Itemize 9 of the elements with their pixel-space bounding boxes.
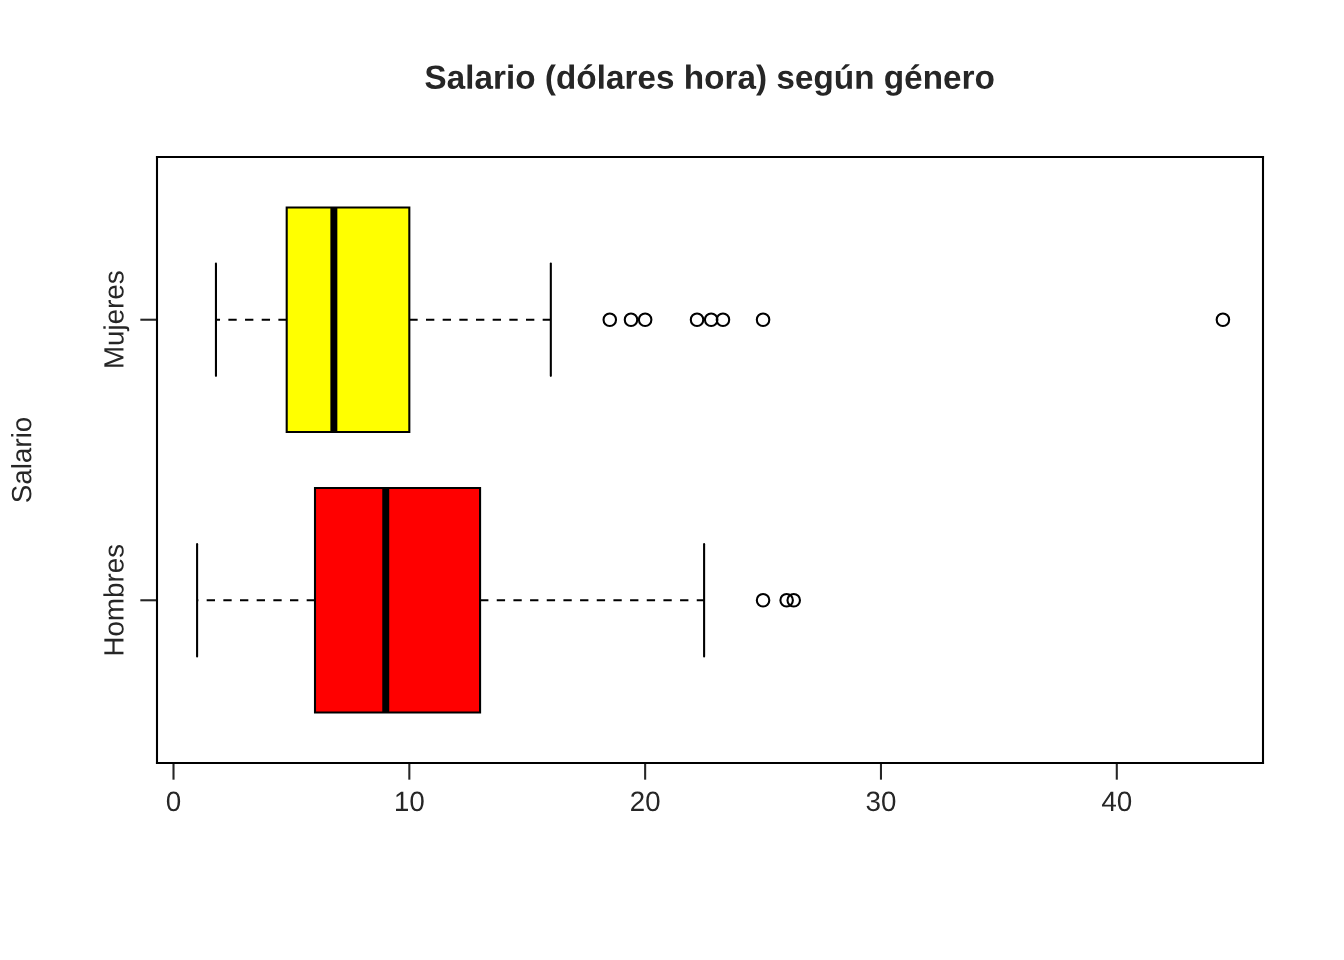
- chart-title: Salario (dólares hora) según género: [425, 64, 994, 96]
- x-tick-label: 0: [166, 791, 181, 812]
- x-tick-label: 10: [396, 791, 424, 812]
- x-tick-label: 40: [1101, 791, 1132, 812]
- y-tick-label: Mujeres: [103, 271, 130, 367]
- y-tick-label: Hombres: [103, 544, 124, 655]
- y-axis-title: Salario: [11, 417, 32, 502]
- x-tick-label: 30: [866, 791, 896, 812]
- x-tick-label: 20: [631, 791, 660, 812]
